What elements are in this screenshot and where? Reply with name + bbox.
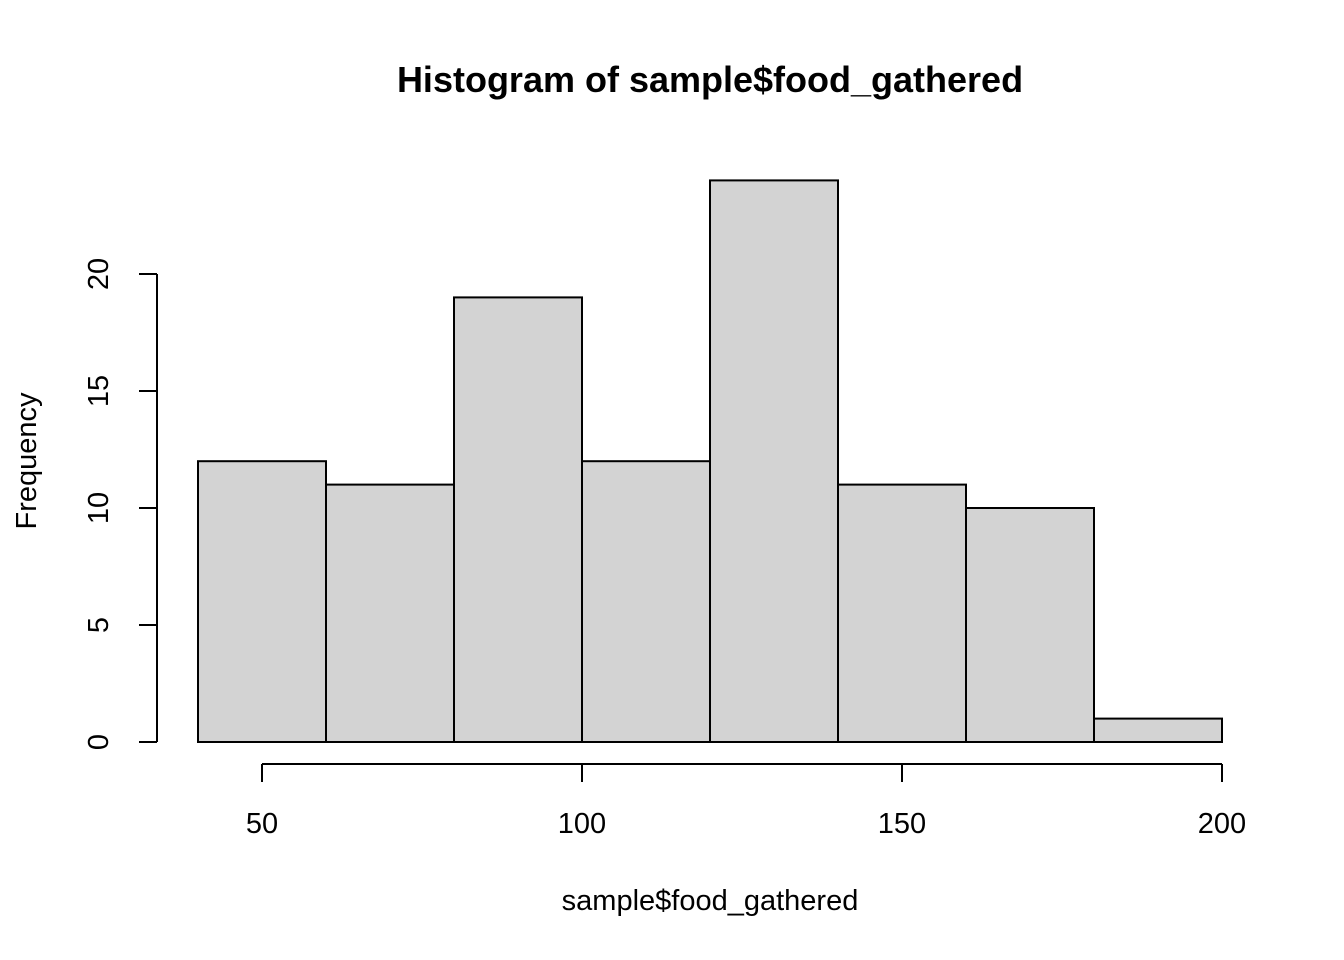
histogram-bar-6 [965,507,1095,743]
y-tick-label-15: 15 [83,375,115,407]
x-tick-label-200: 200 [1198,808,1246,840]
y-tick-label-5: 5 [83,617,115,633]
histogram-bar-0 [197,460,327,743]
x-tick-label-150: 150 [878,808,926,840]
y-tick-label-10: 10 [83,492,115,524]
y-axis-label: Frequency [11,392,43,530]
x-axis: 50 100 150 200 [246,763,1246,840]
histogram-bar-5 [837,483,967,743]
x-tick-label-50: 50 [246,808,278,840]
x-axis-label: sample$food_gathered [562,885,859,917]
y-tick-label-20: 20 [83,258,115,290]
histogram-bar-2 [453,296,583,743]
bars-group [197,179,1223,743]
histogram-bar-3 [581,460,711,743]
x-tick-label-100: 100 [558,808,606,840]
y-axis: 0 5 10 15 20 [83,258,158,750]
y-tick-label-0: 0 [83,734,115,750]
histogram-bar-7 [1093,717,1223,743]
histogram-bar-4 [709,179,839,743]
histogram-bar-1 [325,483,455,743]
chart-title: Histogram of sample$food_gathered [397,59,1023,100]
